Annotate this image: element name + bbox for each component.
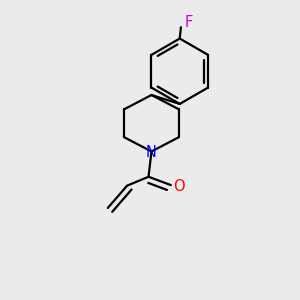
- Text: F: F: [184, 15, 193, 30]
- Text: N: N: [146, 145, 157, 160]
- Text: O: O: [173, 179, 185, 194]
